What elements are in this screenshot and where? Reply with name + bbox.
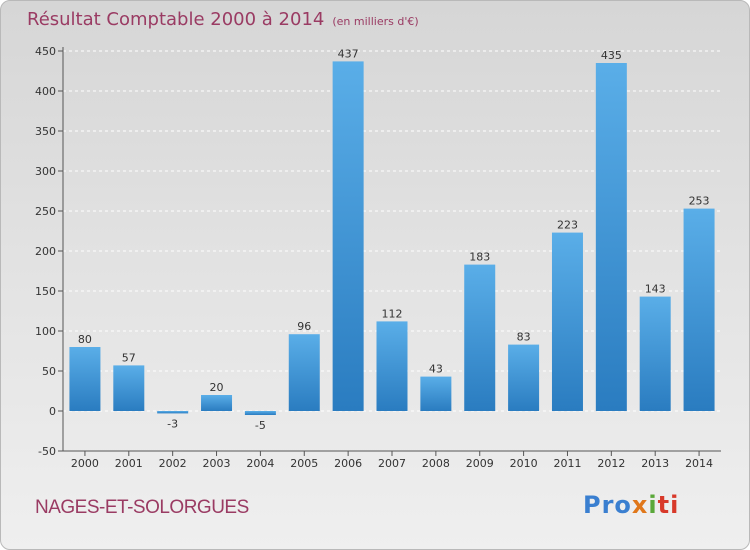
data-label-2007: 112 — [382, 307, 403, 320]
x-tick-label-2006: 2006 — [334, 457, 362, 470]
x-tick-label-2007: 2007 — [378, 457, 406, 470]
bar-layer — [69, 61, 715, 415]
data-label-2009: 183 — [469, 251, 490, 264]
proxiti-logo: Proxiti — [583, 491, 680, 519]
data-label-2002: -3 — [167, 417, 178, 430]
data-label-2012: 435 — [601, 49, 622, 62]
data-label-2013: 143 — [645, 283, 666, 296]
axis-layer: -50 0 50 100 150 200 250 300 350 400 450 2000 2001 20… — [35, 45, 721, 470]
x-tick-label-2013: 2013 — [641, 457, 669, 470]
data-label-2008: 43 — [429, 363, 443, 376]
bar-2007 — [376, 321, 408, 411]
chart-subtitle: (en milliers d'€) — [332, 15, 419, 28]
x-tick-label-2011: 2011 — [553, 457, 581, 470]
y-tick-label: 400 — [35, 85, 56, 98]
bar-2014 — [683, 208, 715, 411]
x-tick-label-2014: 2014 — [685, 457, 713, 470]
bar-2002 — [157, 411, 189, 414]
data-label-2000: 80 — [78, 333, 92, 346]
data-label-2003: 20 — [210, 381, 224, 394]
y-tick-label: 350 — [35, 125, 56, 138]
bar-2011 — [551, 232, 583, 411]
y-tick-label: 50 — [42, 365, 56, 378]
y-tick-label: 250 — [35, 205, 56, 218]
bar-2001 — [113, 365, 145, 411]
data-label-2011: 223 — [557, 219, 578, 232]
x-tick-label-2009: 2009 — [466, 457, 494, 470]
y-tick-label: 100 — [35, 325, 56, 338]
place-name: NAGES-ET-SOLORGUES — [35, 497, 249, 518]
data-label-2010: 83 — [517, 331, 531, 344]
chart-title-text: Résultat Comptable 2000 à 2014 — [27, 9, 325, 30]
bar-2000 — [69, 347, 101, 411]
x-tick-label-2004: 2004 — [246, 457, 274, 470]
bar-2008 — [420, 376, 452, 411]
data-label-2004: -5 — [255, 419, 266, 432]
y-tick-label: 300 — [35, 165, 56, 178]
bar-2012 — [595, 63, 627, 411]
bar-2005 — [288, 334, 320, 411]
x-tick-label-2005: 2005 — [290, 457, 318, 470]
y-tick-label: 150 — [35, 285, 56, 298]
bar-2010 — [508, 344, 540, 411]
x-tick-label-2000: 2000 — [71, 457, 99, 470]
x-tick-label-2010: 2010 — [510, 457, 538, 470]
bar-2003 — [201, 395, 233, 411]
x-tick-label-2008: 2008 — [422, 457, 450, 470]
bar-2004 — [244, 411, 276, 415]
data-label-2006: 437 — [338, 47, 359, 60]
y-tick-label: 450 — [35, 45, 56, 58]
x-tick-label-2001: 2001 — [115, 457, 143, 470]
y-tick-label: -50 — [38, 445, 56, 458]
label-layer: 80 57 -3 20 -5 96 437 112 43 183 83 223 435 143 253 — [78, 47, 710, 432]
x-tick-label-2003: 2003 — [203, 457, 231, 470]
data-label-2001: 57 — [122, 351, 136, 364]
x-tick-label-2002: 2002 — [159, 457, 187, 470]
bar-2009 — [464, 264, 496, 411]
x-tick-label-2012: 2012 — [597, 457, 625, 470]
bar-2013 — [639, 296, 671, 411]
data-label-2014: 253 — [689, 195, 710, 208]
y-tick-label: 200 — [35, 245, 56, 258]
bar-2006 — [332, 61, 364, 412]
y-tick-label: 0 — [49, 405, 56, 418]
chart-title: Résultat Comptable 2000 à 2014 (en millie… — [27, 9, 419, 30]
data-label-2005: 96 — [297, 320, 311, 333]
